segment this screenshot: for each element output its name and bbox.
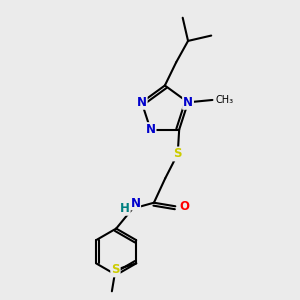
Text: CH₃: CH₃ — [216, 95, 234, 105]
Text: S: S — [173, 148, 182, 160]
Text: N: N — [183, 96, 193, 109]
Text: S: S — [111, 263, 120, 276]
Text: O: O — [180, 200, 190, 213]
Text: H: H — [120, 202, 130, 215]
Text: N: N — [137, 96, 147, 109]
Text: N: N — [146, 123, 155, 136]
Text: N: N — [130, 197, 140, 210]
